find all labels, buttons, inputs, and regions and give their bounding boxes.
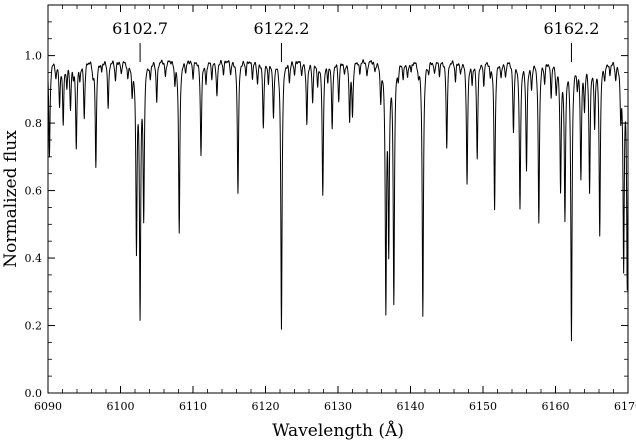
x-tick-label: 6160 xyxy=(542,400,570,413)
axis-ticks xyxy=(47,4,629,394)
x-tick-label: 6090 xyxy=(34,400,62,413)
line-annotations: 6102.7 6122.2 6162.2 xyxy=(112,19,599,62)
annotation-label: 6102.7 xyxy=(112,19,168,38)
y-tick-label: 0.0 xyxy=(25,387,43,400)
x-axis-title: Wavelength (Å) xyxy=(272,420,404,441)
x-tick-label: 6150 xyxy=(469,400,497,413)
y-tick-label: 0.2 xyxy=(25,320,43,333)
y-tick-label: 0.6 xyxy=(25,185,43,198)
y-axis-title: Normalized flux xyxy=(1,130,21,268)
x-tick-label: 6130 xyxy=(324,400,352,413)
annotation-label: 6122.2 xyxy=(253,19,309,38)
spectrum-series xyxy=(47,59,629,342)
y-tick-label: 0.4 xyxy=(25,252,43,265)
x-tick-label: 6110 xyxy=(179,400,207,413)
plot-frame xyxy=(47,4,629,394)
x-tick-label: 6140 xyxy=(397,400,425,413)
y-tick-label: 1.0 xyxy=(25,50,43,63)
x-tick-label: 6120 xyxy=(252,400,280,413)
x-tick-label: 6100 xyxy=(107,400,135,413)
spectrum-line xyxy=(47,59,629,342)
annotation-label: 6162.2 xyxy=(543,19,599,38)
y-tick-label: 0.8 xyxy=(25,117,43,130)
